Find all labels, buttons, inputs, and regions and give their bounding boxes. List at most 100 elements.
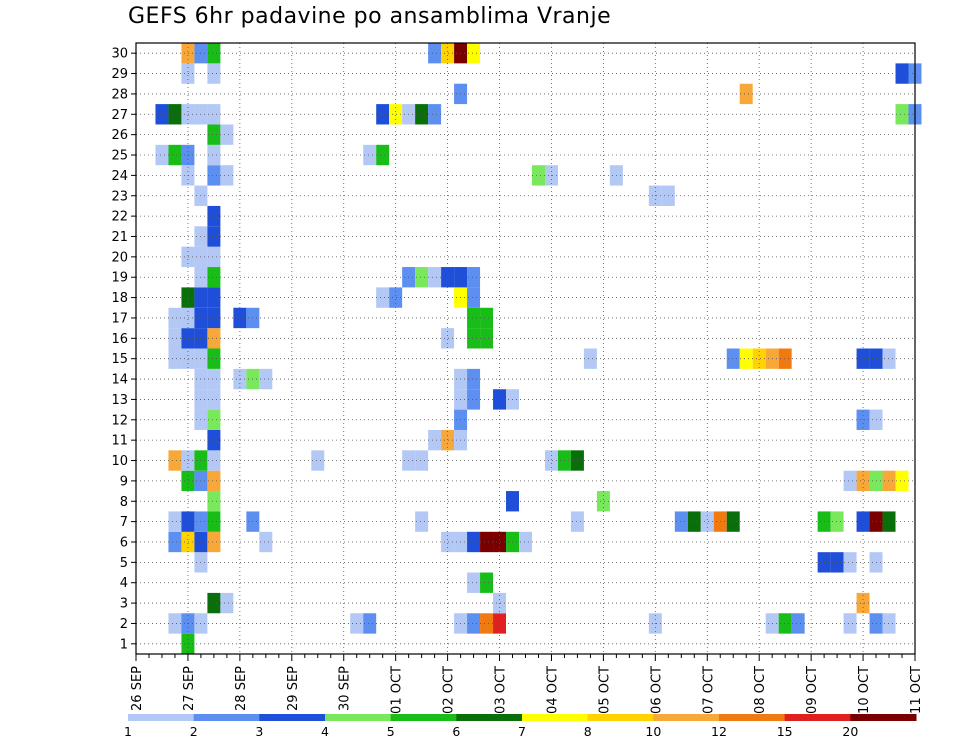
heatmap-cell [726,511,740,532]
heatmap-cell [155,104,169,125]
heatmap-cell [207,511,221,532]
heatmap-cell [480,531,494,553]
heatmap-cell [207,450,221,471]
heatmap-cell [207,409,221,430]
colorbar-label: 10 [645,724,661,739]
x-tick-label: 27 SEP [182,666,197,711]
y-tick-label: 14 [111,373,128,388]
heatmap-cell [480,328,494,349]
colorbar-label: 5 [387,724,395,739]
x-tick-label: 02 OCT [442,666,457,714]
heatmap-cell [207,491,221,512]
x-tick-label: 11 OCT [909,666,924,714]
colorbar-swatch [850,714,917,721]
heatmap-cell [181,348,195,369]
y-tick-label: 22 [111,210,128,225]
heatmap-cell [168,144,182,166]
heatmap-cell [376,104,390,125]
heatmap-cell [155,144,169,166]
x-tick-label: 01 OCT [390,666,405,714]
heatmap-cell [882,470,896,492]
heatmap-cell [181,470,195,492]
x-tick-label: 29 SEP [286,666,301,711]
heatmap-cell [519,531,532,553]
heatmap-cell [220,592,234,614]
heatmap-cell [467,43,481,64]
y-tick-label: 10 [111,454,128,469]
y-tick-label: 23 [111,189,128,204]
heatmap-cell [441,531,455,553]
heatmap-cell [415,511,429,532]
colorbar-swatch [193,714,260,721]
heatmap-cell [791,613,805,634]
heatmap-cell [531,165,545,186]
heatmap-cell [441,328,455,349]
x-tick-label: 03 OCT [494,666,509,714]
colorbar-label: 15 [777,724,793,739]
heatmap-cell [467,287,481,308]
heatmap-cell [415,267,429,288]
colorbar-swatch [719,714,786,721]
y-tick-label: 29 [111,67,128,82]
heatmap-cell [168,104,182,125]
colorbar-label: 3 [255,724,263,739]
heatmap-cell [467,613,481,634]
y-tick-label: 5 [120,556,128,571]
heatmap-cell [843,552,857,573]
y-tick-label: 21 [111,230,128,245]
heatmap-cell [467,368,481,390]
heatmap-cell [181,43,195,64]
colorbar-label: 8 [584,724,592,739]
y-tick-label: 27 [111,108,128,123]
chart-title: GEFS 6hr padavine po ansamblima Vranje [128,4,612,29]
heatmap-cell [428,429,442,451]
heatmap-cell [480,613,494,634]
heatmap-cell [895,104,909,125]
y-tick-label: 20 [111,250,128,265]
heatmap-cell [830,511,844,532]
heatmap-cell [207,531,221,553]
heatmap-cell [259,368,273,390]
heatmap-cell [415,450,429,471]
heatmap-cell [168,348,182,369]
heatmap-cell [207,368,221,390]
heatmap-cell [544,450,558,471]
y-tick-label: 15 [111,352,128,367]
colorbar-swatch [587,714,654,721]
colorbar-label: 7 [518,724,526,739]
heatmap-cell [181,511,195,532]
heatmap-cell [207,267,221,288]
heatmap-cell [467,531,481,553]
y-tick-label: 26 [111,128,128,143]
heatmap-cell [389,104,403,125]
y-tick-label: 16 [111,332,128,347]
heatmap-cell [428,267,442,288]
heatmap-cell [480,307,494,329]
heatmap-cell [830,552,844,573]
heatmap-cell [428,104,442,125]
heatmap-cell [376,144,390,166]
heatmap-cell [181,63,195,84]
heatmap-cell [752,348,766,369]
y-tick-label: 13 [111,393,128,408]
heatmap-cell [207,43,221,64]
heatmap-cell [843,613,857,634]
heatmap-cell [207,592,221,614]
x-tick-label: 07 OCT [701,666,716,714]
heatmap-cell [207,205,221,227]
colorbar-label: 4 [321,724,329,739]
heatmap-cell [778,613,792,634]
heatmap-cell [726,348,740,369]
heatmap-cell [389,287,403,308]
heatmap-cell [181,307,195,329]
heatmap-cell [493,531,507,553]
heatmap-cell [739,348,753,369]
heatmap-cell [467,307,481,329]
colorbar-label: 20 [842,724,858,739]
y-axis: 1234567891011121314151617181920212223242… [111,47,136,652]
colorbar-label: 1 [124,724,132,739]
heatmap-cell [882,348,896,369]
x-tick-label: 26 SEP [130,666,145,711]
heatmap-cell [207,63,221,84]
heatmap-cell [207,328,221,349]
